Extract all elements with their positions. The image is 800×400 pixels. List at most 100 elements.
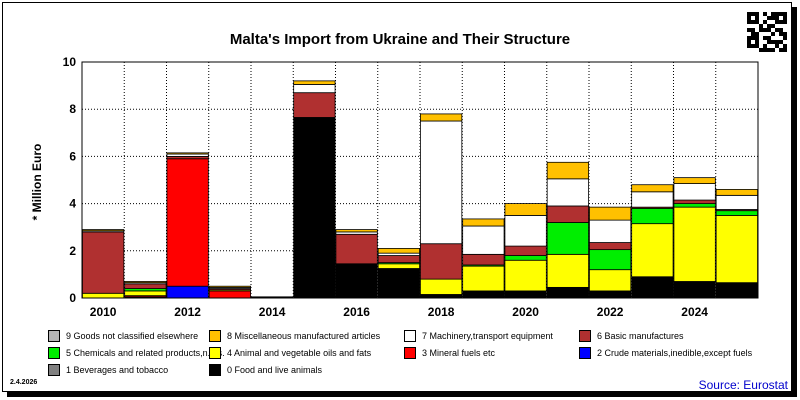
legend-swatch: [579, 330, 591, 342]
x-tick-label: 2024: [681, 305, 708, 319]
bar-segment: [631, 276, 674, 299]
bar-segment: [504, 203, 547, 216]
legend-swatch: [209, 347, 221, 359]
bar-segment: [589, 249, 632, 271]
bar-segment: [462, 265, 505, 292]
bar-segment: [293, 117, 336, 299]
legend-item: 1 Beverages and tobacco: [48, 364, 168, 376]
y-tick-label: 6: [69, 149, 76, 163]
legend-label: 7 Machinery,transport equipment: [422, 331, 553, 341]
bar-segment: [504, 245, 547, 256]
x-tick-label: 2022: [597, 305, 624, 319]
bar-segment: [377, 263, 420, 269]
bar-segment: [715, 194, 758, 210]
bar-segment: [673, 183, 716, 201]
bar-segment: [124, 283, 167, 289]
bar-segment: [208, 290, 251, 299]
bar-segment: [546, 222, 589, 255]
bar-segment: [589, 219, 632, 243]
legend-swatch: [404, 330, 416, 342]
legend-label: 0 Food and live animals: [227, 365, 323, 375]
legend-label: 3 Mineral fuels etc: [422, 348, 496, 358]
legend-item: 5 Chemicals and related products,n.e.s.: [48, 347, 225, 359]
bar-segment: [420, 113, 463, 122]
bar-segment: [82, 229, 125, 232]
legend-item: 6 Basic manufactures: [579, 330, 684, 342]
x-tick-label: 2010: [90, 305, 117, 319]
bar-segment: [631, 191, 674, 208]
bar-segment: [166, 152, 209, 155]
bar-segment: [546, 178, 589, 207]
legend-item: 8 Miscellaneous manufactured articles: [209, 330, 380, 342]
bar-segment: [293, 80, 336, 85]
bar-segment: [462, 253, 505, 266]
legend-label: 5 Chemicals and related products,n.e.s.: [66, 348, 225, 358]
bar-segment: [673, 281, 716, 299]
legend-item: 3 Mineral fuels etc: [404, 347, 495, 359]
bar-segment: [420, 120, 463, 245]
legend-label: 8 Miscellaneous manufactured articles: [227, 331, 381, 341]
bar-segment: [589, 269, 632, 292]
legend-item: 7 Machinery,transport equipment: [404, 330, 553, 342]
legend-label: 9 Goods not classified elsewhere: [66, 331, 199, 341]
x-tick-label: 2012: [174, 305, 201, 319]
bar-segment: [546, 286, 589, 299]
bar-segment: [589, 242, 632, 251]
legend-label: 4 Animal and vegetable oils and fats: [227, 348, 372, 358]
bar-segment: [715, 214, 758, 284]
bar-segment: [673, 199, 716, 204]
legend-swatch: [579, 347, 591, 359]
legend-swatch: [209, 330, 221, 342]
legend-item: 4 Animal and vegetable oils and fats: [209, 347, 371, 359]
bar-segment: [335, 263, 378, 299]
y-tick-label: 2: [69, 244, 76, 258]
legend: 9 Goods not classified elsewhere 8 Miscel…: [48, 330, 788, 380]
bar-segment: [673, 203, 716, 208]
bar-segment: [504, 259, 547, 292]
bar-segment: [504, 290, 547, 299]
legend-swatch: [209, 364, 221, 376]
bar-segment: [377, 248, 420, 254]
source-label: Source: Eurostat: [698, 378, 788, 392]
bar-segment: [589, 290, 632, 299]
bar-segment: [124, 290, 167, 297]
legend-item: 9 Goods not classified elsewhere: [48, 330, 198, 342]
x-tick-label: 2020: [512, 305, 539, 319]
bar-segment: [631, 223, 674, 278]
legend-label: 2 Crude materials,inedible,except fuels: [597, 348, 753, 358]
bar-segment: [462, 290, 505, 299]
bar-segment: [631, 207, 674, 225]
bar-segment: [124, 281, 167, 284]
bar-segment: [377, 255, 420, 264]
y-tick-label: 4: [69, 197, 76, 211]
bar-segment: [462, 225, 505, 255]
bar-segment: [82, 292, 125, 299]
qr-code-icon: [747, 12, 787, 52]
legend-item: 2 Crude materials,inedible,except fuels: [579, 347, 752, 359]
legend-swatch: [48, 347, 60, 359]
bar-segment: [504, 214, 547, 247]
bar-segment: [715, 189, 758, 196]
chart-title: Malta's Import from Ukraine and Their St…: [229, 31, 571, 48]
legend-swatch: [48, 364, 60, 376]
bar-segment: [504, 255, 547, 261]
bar-segment: [208, 285, 251, 288]
bar-segment: [546, 205, 589, 223]
y-tick-label: 8: [69, 102, 76, 116]
bar-segment: [293, 92, 336, 118]
bar-segment: [673, 206, 716, 282]
bar-segment: [673, 177, 716, 184]
bar-segment: [82, 231, 125, 294]
bar-segment: [420, 294, 463, 299]
bar-segment: [546, 161, 589, 180]
x-tick-label: 2016: [343, 305, 370, 319]
date-stamp: 2.4.2026: [10, 379, 38, 386]
bar-segment: [715, 210, 758, 216]
bar-segment: [420, 278, 463, 295]
x-tick-label: 2014: [259, 305, 286, 319]
y-tick-label: 10: [63, 55, 77, 69]
bar-segment: [462, 218, 505, 227]
legend-label: 1 Beverages and tobacco: [66, 365, 169, 375]
bar-segment: [335, 233, 378, 265]
